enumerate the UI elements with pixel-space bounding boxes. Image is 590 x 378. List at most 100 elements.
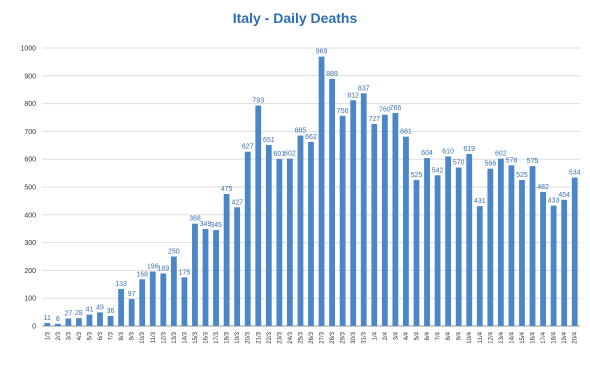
data-label: 619 — [463, 146, 475, 153]
x-tick-label: 21/3 — [256, 331, 262, 343]
x-tick-label: 10/4 — [467, 331, 473, 343]
bar — [44, 322, 51, 326]
x-tick-label: 17/4 — [541, 331, 547, 343]
data-label: 36 — [107, 308, 115, 315]
data-label: 475 — [221, 186, 233, 193]
y-tick-label: 1000 — [20, 46, 36, 53]
data-label: 602 — [284, 151, 296, 158]
x-tick-label: 6/3 — [98, 331, 104, 340]
bars — [44, 56, 578, 327]
bar — [339, 115, 346, 326]
bar — [403, 136, 409, 326]
bar — [318, 56, 325, 326]
y-tick-label: 600 — [24, 157, 36, 164]
bar — [255, 105, 262, 327]
data-label: 482 — [537, 184, 549, 191]
data-label: 454 — [558, 192, 570, 199]
data-label: 793 — [252, 98, 264, 105]
x-tick-label: 27/3 — [320, 331, 326, 343]
bar — [76, 318, 82, 326]
data-label: 685 — [295, 128, 307, 135]
bar — [487, 168, 494, 326]
y-tick-label: 700 — [24, 129, 36, 136]
data-label: 566 — [484, 161, 496, 168]
x-tick-label: 28/3 — [330, 331, 336, 343]
data-label: 651 — [263, 137, 275, 144]
data-label: 601 — [274, 151, 286, 158]
bar — [466, 153, 473, 326]
data-label: 433 — [548, 198, 560, 205]
x-tick-label: 20/3 — [246, 331, 252, 343]
x-tick-label: 20/4 — [573, 331, 579, 343]
bar — [550, 205, 557, 326]
bar — [371, 123, 378, 326]
data-label: 97 — [128, 291, 136, 298]
data-label: 681 — [400, 129, 412, 136]
data-label: 27 — [64, 310, 72, 317]
x-tick-label: 4/4 — [404, 331, 410, 340]
bar — [392, 113, 399, 326]
x-tick-label: 22/3 — [267, 331, 273, 343]
x-tick-label: 31/3 — [362, 331, 368, 343]
bar — [561, 199, 568, 326]
bar — [97, 312, 103, 326]
data-label: 250 — [168, 249, 180, 256]
x-tick-label: 11/4 — [478, 331, 484, 343]
data-label: 756 — [337, 108, 349, 115]
y-tick-label: 900 — [24, 73, 36, 80]
data-label: 345 — [210, 222, 222, 229]
x-tick-label: 7/4 — [436, 331, 442, 340]
x-tick-label: 13/4 — [499, 331, 505, 343]
bar — [65, 318, 72, 326]
bar — [350, 100, 357, 326]
x-tick-label: 18/4 — [552, 331, 558, 343]
x-tick-label: 24/3 — [288, 331, 294, 343]
bar — [160, 273, 167, 326]
x-tick-label: 2/4 — [383, 331, 389, 340]
bar — [445, 156, 452, 326]
x-tick-label: 8/3 — [119, 331, 125, 340]
x-tick-label: 18/3 — [225, 331, 231, 343]
x-tick-label: 26/3 — [309, 331, 315, 343]
x-tick-label: 9/4 — [457, 331, 463, 340]
bar — [244, 151, 251, 326]
x-tick-label: 8/4 — [446, 331, 452, 340]
x-tick-label: 15/4 — [520, 331, 526, 343]
bar — [519, 180, 525, 326]
bar — [234, 207, 241, 326]
x-tick-label: 16/3 — [204, 331, 210, 343]
data-label: 766 — [390, 105, 402, 112]
bar — [529, 166, 536, 326]
x-tick-label: 23/3 — [277, 331, 283, 343]
data-label: 189 — [157, 265, 169, 272]
x-tick-label: 14/4 — [509, 331, 515, 343]
bar — [497, 158, 504, 326]
x-tick-label: 1/3 — [45, 331, 51, 340]
data-label: 431 — [474, 198, 486, 205]
bar — [329, 78, 335, 326]
x-tick-label: 7/3 — [109, 331, 115, 340]
bar — [54, 323, 61, 326]
data-label: 727 — [368, 116, 380, 123]
data-label: 28 — [75, 310, 83, 317]
data-label: 662 — [305, 134, 317, 141]
bar — [540, 192, 546, 326]
y-tick-label: 300 — [24, 240, 36, 247]
data-label: 578 — [506, 157, 518, 164]
data-label: 969 — [316, 49, 328, 56]
bar — [118, 289, 125, 326]
y-tick-label: 0 — [32, 324, 36, 331]
bar — [455, 167, 462, 326]
bar — [297, 135, 304, 326]
x-tick-label: 13/3 — [172, 331, 178, 343]
data-label: 49 — [96, 304, 104, 311]
data-label: 175 — [179, 269, 191, 276]
x-tick-label: 14/3 — [182, 331, 188, 343]
x-tick-label: 25/3 — [298, 331, 304, 343]
bar — [213, 230, 219, 326]
bar — [86, 314, 93, 326]
data-label: 133 — [115, 281, 127, 288]
bar — [360, 93, 367, 327]
y-tick-label: 800 — [24, 101, 36, 108]
